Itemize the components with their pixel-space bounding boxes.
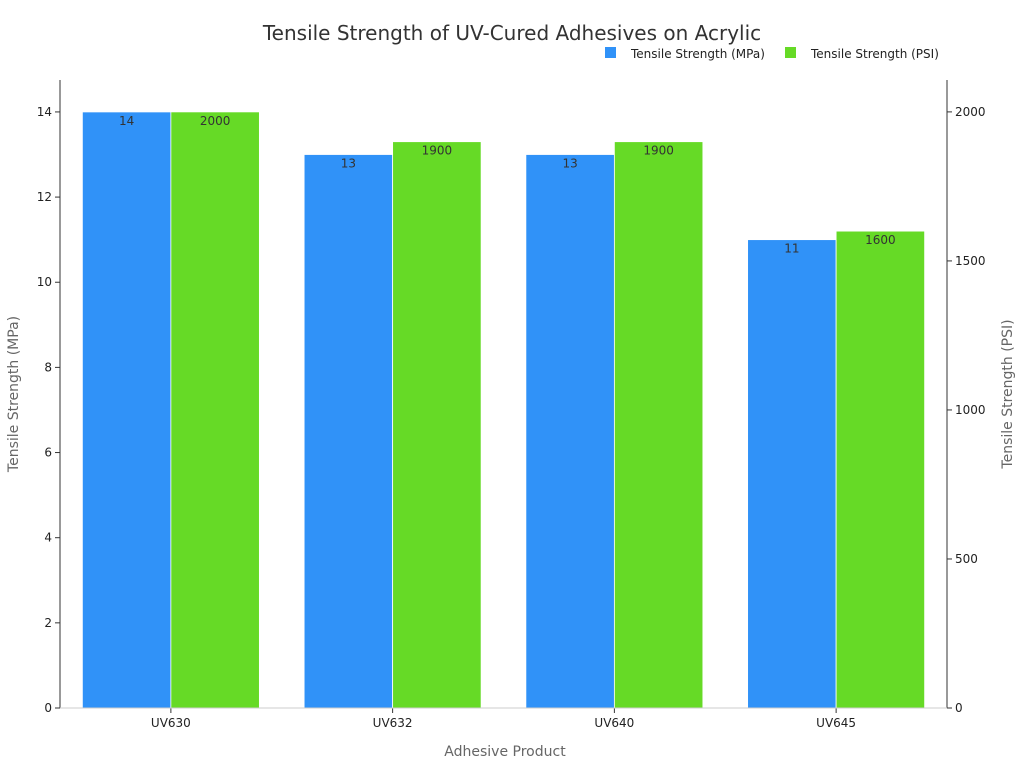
bar-UV640-mpa bbox=[525, 154, 615, 709]
bar-UV632-psi bbox=[392, 141, 482, 709]
bar-UV645-mpa bbox=[747, 239, 837, 709]
x-axis-label: Adhesive Product bbox=[444, 744, 566, 760]
legend-swatch-mpa bbox=[605, 47, 616, 58]
y-tick-label: 10 bbox=[37, 275, 52, 289]
y-tick-label: 12 bbox=[37, 190, 52, 204]
legend-label-psi: Tensile Strength (PSI) bbox=[810, 47, 939, 61]
bar-UV645-psi bbox=[835, 230, 926, 709]
x-tick-label: UV645 bbox=[816, 716, 856, 730]
bar-UV640-psi bbox=[613, 141, 704, 709]
x-tick-label: UV632 bbox=[373, 716, 413, 730]
y-tick-label: 0 bbox=[44, 701, 52, 715]
y-tick-label: 14 bbox=[37, 105, 52, 119]
x-tick-label: UV640 bbox=[594, 716, 634, 730]
y2-tick-label: 2000 bbox=[955, 105, 986, 119]
data-label: 13 bbox=[341, 157, 356, 171]
data-label: 13 bbox=[562, 157, 577, 171]
legend: Tensile Strength (MPa) Tensile Strength … bbox=[605, 47, 939, 61]
y-tick-label: 8 bbox=[44, 360, 52, 374]
y2-tick-label: 1000 bbox=[955, 403, 986, 417]
data-label: 1600 bbox=[865, 233, 896, 247]
y-axis-label: Tensile Strength (MPa) bbox=[6, 316, 22, 473]
y2-tick-label: 1500 bbox=[955, 254, 986, 268]
y2-tick-label: 500 bbox=[955, 552, 978, 566]
chart-title: Tensile Strength of UV-Cured Adhesives o… bbox=[262, 21, 761, 45]
y-tick-label: 4 bbox=[44, 531, 52, 545]
data-label: 11 bbox=[784, 242, 799, 256]
y-tick-label: 6 bbox=[44, 446, 52, 460]
legend-swatch-psi bbox=[785, 47, 796, 58]
bar-UV630-mpa bbox=[81, 111, 172, 709]
data-label: 14 bbox=[119, 114, 134, 128]
data-label: 2000 bbox=[200, 114, 231, 128]
bar-UV632-mpa bbox=[303, 154, 394, 709]
bar-UV630-psi bbox=[170, 111, 260, 709]
x-tick-label: UV630 bbox=[151, 716, 191, 730]
data-label: 1900 bbox=[643, 144, 674, 158]
y2-axis-label: Tensile Strength (PSI) bbox=[1000, 319, 1016, 469]
y2-tick-label: 0 bbox=[955, 701, 963, 715]
legend-label-mpa: Tensile Strength (MPa) bbox=[630, 47, 765, 61]
y-tick-label: 2 bbox=[44, 616, 52, 630]
data-label: 1900 bbox=[422, 144, 453, 158]
